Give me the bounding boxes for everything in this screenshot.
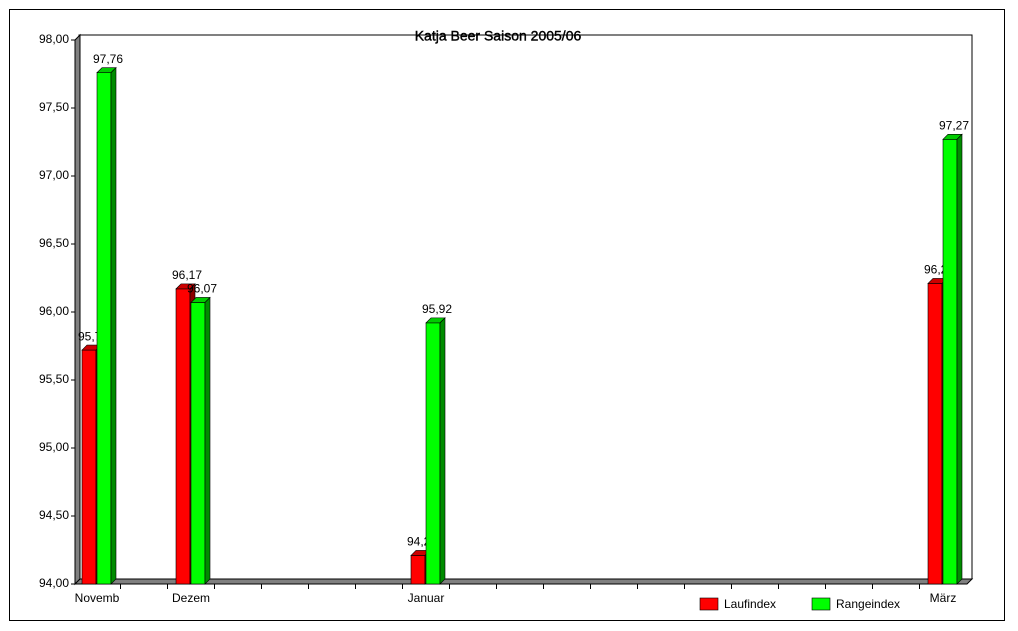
legend-swatch bbox=[699, 597, 719, 611]
y-wall bbox=[74, 33, 81, 586]
bar-side bbox=[956, 133, 963, 585]
bar-front bbox=[81, 349, 97, 585]
legend-label: Rangeindex bbox=[836, 597, 900, 611]
bar bbox=[425, 317, 446, 585]
bar-front bbox=[425, 322, 441, 585]
plot-back bbox=[78, 34, 973, 580]
bar-front bbox=[927, 283, 943, 585]
value-label: 96,17 bbox=[172, 268, 202, 282]
legend-swatch bbox=[811, 597, 831, 611]
bar-front bbox=[942, 138, 958, 585]
chart-title: Katja Beer Saison 2005/06 bbox=[415, 28, 582, 44]
y-tick-label: 95,50 bbox=[39, 372, 69, 386]
bar bbox=[190, 296, 211, 585]
value-label: 97,27 bbox=[939, 118, 969, 132]
bar-side bbox=[110, 66, 117, 585]
bar-side bbox=[439, 317, 446, 585]
value-label: 95,92 bbox=[422, 302, 452, 316]
value-label: 97,76 bbox=[93, 52, 123, 66]
y-tick-label: 96,50 bbox=[39, 236, 69, 250]
value-label: 96,07 bbox=[187, 282, 217, 296]
x-tick-label: Dezem bbox=[172, 591, 210, 605]
y-tick-label: 94,50 bbox=[39, 508, 69, 522]
bar bbox=[942, 133, 963, 585]
y-tick-label: 98,00 bbox=[39, 32, 69, 46]
y-tick-label: 97,00 bbox=[39, 168, 69, 182]
x-tick-label: März bbox=[930, 591, 957, 605]
bar-front bbox=[410, 555, 426, 585]
x-tick-label: Januar bbox=[408, 591, 445, 605]
y-tick-label: 95,00 bbox=[39, 440, 69, 454]
bar-front bbox=[175, 288, 191, 585]
y-tick-label: 96,00 bbox=[39, 304, 69, 318]
y-tick-label: 97,50 bbox=[39, 100, 69, 114]
bar-front bbox=[190, 302, 206, 585]
bar bbox=[96, 66, 117, 585]
bar-side bbox=[204, 296, 211, 585]
y-tick-label: 94,00 bbox=[39, 576, 69, 590]
x-tick-label: Novemb bbox=[75, 591, 120, 605]
bar-front bbox=[96, 72, 112, 585]
legend-label: Laufindex bbox=[724, 597, 776, 611]
